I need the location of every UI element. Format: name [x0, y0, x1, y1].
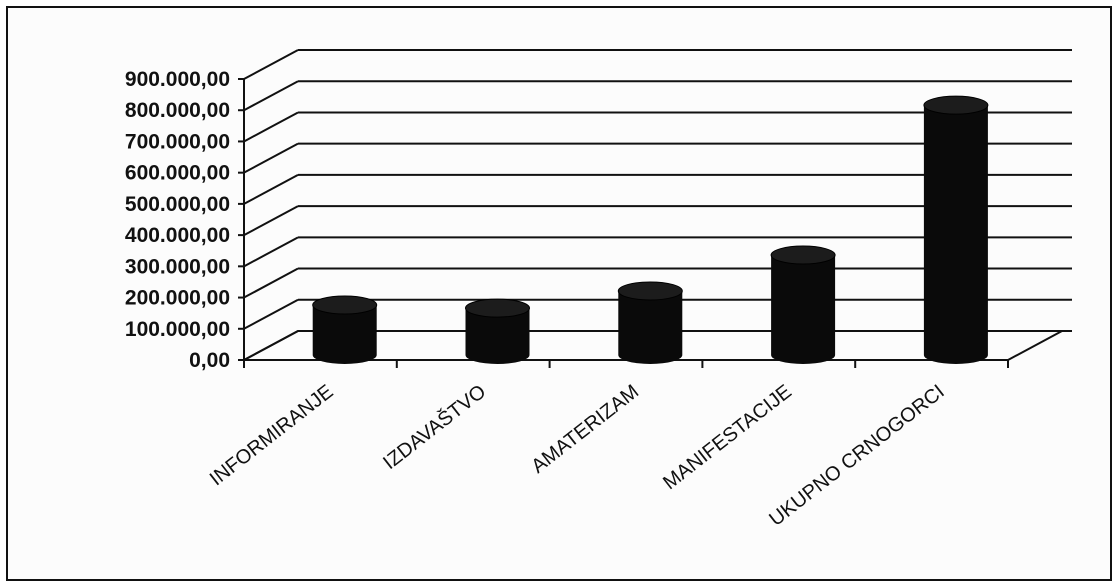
- x-category-label: MANIFESTACIJE: [659, 381, 796, 495]
- y-tick-label: 700.000,00: [125, 130, 230, 153]
- x-axis-category-labels: INFORMIRANJE IZDAVAŠTVO AMATERIZAM MANIFEST…: [206, 380, 949, 531]
- y-tick-label: 600.000,00: [125, 162, 230, 185]
- bar: [465, 298, 530, 364]
- y-tick-label: 500.000,00: [125, 193, 230, 216]
- x-category-label: UKUPNO CRNOGORCI: [765, 381, 948, 531]
- bar: [312, 295, 378, 364]
- bars: [312, 95, 989, 364]
- y-tick-label: 800.000,00: [125, 99, 230, 122]
- y-tick-label: 100.000,00: [125, 318, 230, 341]
- x-category-label: IZDAVAŠTVO: [379, 380, 491, 474]
- x-category-label: AMATERIZAM: [527, 381, 643, 478]
- bar: [923, 95, 989, 364]
- chart-frame: 0,00 100.000,00 200.000,00 300.000,00 400.00…: [6, 6, 1112, 581]
- bar: [617, 281, 683, 364]
- bar-chart: 0,00 100.000,00 200.000,00 300.000,00 400.00…: [125, 49, 1072, 531]
- y-axis-tick-labels: 0,00 100.000,00 200.000,00 300.000,00 400.00…: [125, 68, 230, 372]
- y-tick-label: 400.000,00: [125, 224, 230, 247]
- y-tick-label: 900.000,00: [125, 68, 230, 91]
- y-tick-label: 200.000,00: [125, 287, 230, 310]
- bar: [770, 245, 836, 364]
- y-tick-label: 0,00: [189, 349, 230, 372]
- x-category-label: INFORMIRANJE: [206, 381, 338, 491]
- axes: [238, 78, 1063, 368]
- y-tick-label: 300.000,00: [125, 255, 230, 278]
- gridline: [243, 80, 1072, 112]
- gridline: [243, 49, 1072, 80]
